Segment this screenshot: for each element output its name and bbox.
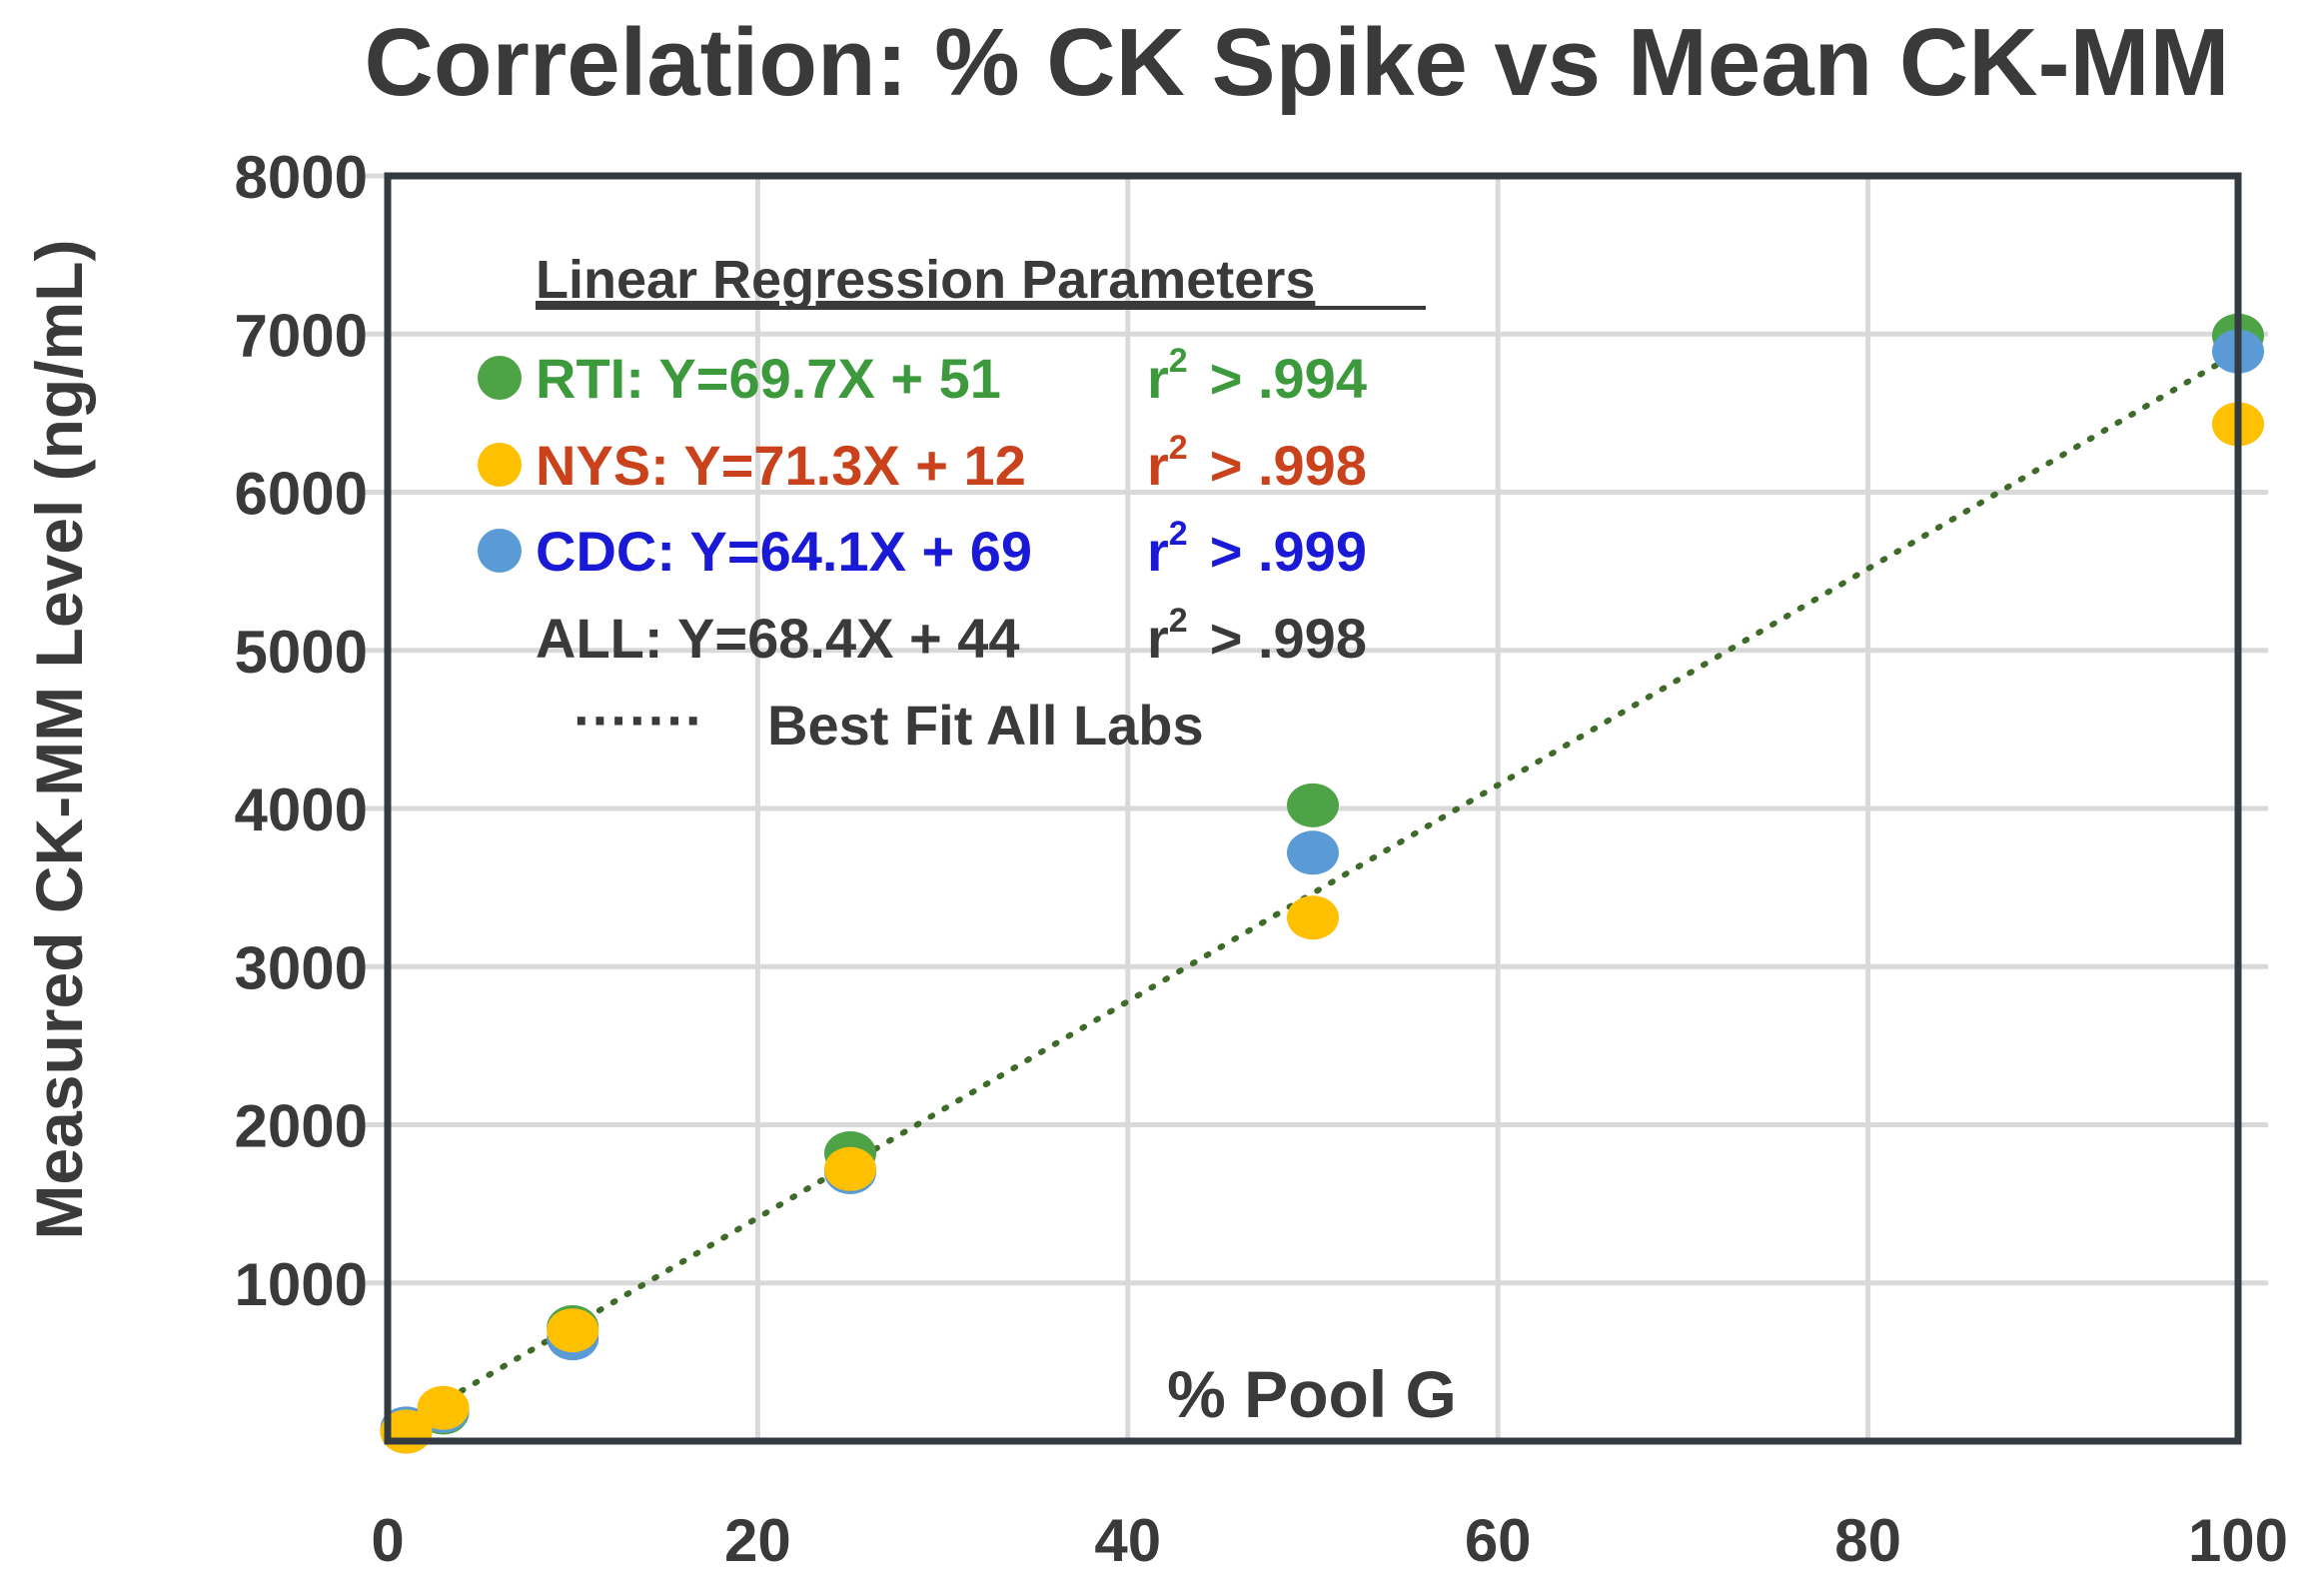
y-tick-label: 1000 [235, 1251, 368, 1318]
legend-fit-label: Best Fit All Labs [767, 694, 1204, 757]
y-tick-label: 5000 [235, 619, 368, 686]
legend-equation-cdc: CDC: Y=64.1X + 69 [536, 520, 1032, 583]
x-tick-label: 100 [2188, 1507, 2288, 1574]
chart-title: Correlation: % CK Spike vs Mean CK-MM [365, 9, 2230, 116]
y-tick-labels: 1000 2000 3000 4000 5000 6000 7000 8000 [235, 144, 368, 1318]
x-tick-label: 20 [724, 1507, 791, 1574]
legend: Linear Regression Parameters RTI: Y=69.7… [478, 250, 1426, 757]
point-nys [824, 1146, 876, 1191]
legend-r2-all: r2 > .998 [1147, 602, 1367, 670]
y-tick-label: 2000 [235, 1093, 368, 1160]
y-tick-label: 6000 [235, 461, 368, 528]
legend-r2-nys: r2 > .998 [1147, 429, 1367, 497]
x-tick-labels: 0 20 40 60 80 100 [371, 1507, 2288, 1574]
point-nys [417, 1385, 470, 1430]
legend-r2-cdc: r2 > .999 [1147, 515, 1367, 583]
legend-marker-rti [478, 356, 522, 400]
legend-entry-all: ALL: Y=68.4X + 44 r2 > .998 [536, 602, 1367, 670]
legend-entry-rti: RTI: Y=69.7X + 51 r2 > .994 [478, 342, 1367, 410]
best-fit-line [403, 349, 2241, 1427]
gridlines [358, 173, 2268, 1441]
y-tick-label: 4000 [235, 777, 368, 843]
legend-equation-all: ALL: Y=68.4X + 44 [536, 607, 1020, 670]
y-tick-label: 8000 [235, 144, 368, 211]
point-nys [547, 1308, 599, 1353]
plot-frame [384, 172, 2242, 1445]
x-tick-label: 0 [371, 1507, 404, 1574]
legend-equation-rti: RTI: Y=69.7X + 51 [536, 347, 1001, 410]
y-axis-title: Measured CK-MM Level (ng/mL) [22, 239, 96, 1239]
x-tick-label: 80 [1834, 1507, 1901, 1574]
legend-r2-rti: r2 > .994 [1147, 342, 1367, 410]
legend-fit-symbol: ······· [574, 689, 704, 752]
legend-entry-cdc: CDC: Y=64.1X + 69 r2 > .999 [478, 515, 1367, 583]
point-cdc [1287, 830, 1339, 875]
y-tick-label: 7000 [235, 302, 368, 369]
legend-entry-nys: NYS: Y=71.3X + 12 r2 > .998 [478, 429, 1367, 497]
legend-entry-best-fit: ······· Best Fit All Labs [574, 689, 1204, 757]
legend-equation-nys: NYS: Y=71.3X + 12 [536, 434, 1026, 497]
legend-marker-cdc [478, 529, 522, 573]
point-nys [1287, 895, 1339, 940]
x-tick-label: 40 [1094, 1507, 1161, 1574]
x-axis-title: % Pool G [1167, 1357, 1457, 1431]
point-rti [1287, 783, 1339, 827]
legend-title: Linear Regression Parameters [536, 250, 1315, 310]
y-tick-label: 3000 [235, 934, 368, 1001]
legend-marker-nys [478, 443, 522, 487]
best-fit-layer [403, 349, 2241, 1427]
x-tick-label: 60 [1465, 1507, 1532, 1574]
